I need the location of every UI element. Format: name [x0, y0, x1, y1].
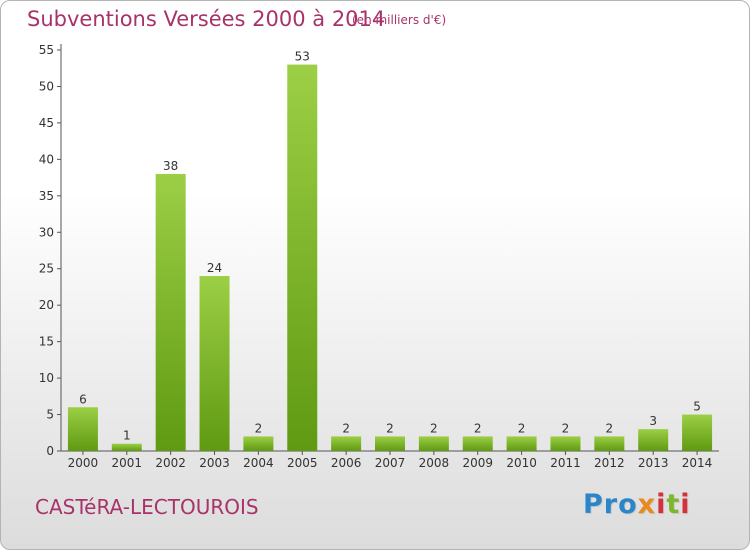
data-label: 2 — [606, 421, 614, 435]
logo-part: x — [637, 489, 657, 520]
y-tick-label: 35 — [39, 189, 54, 203]
bar — [550, 436, 581, 451]
logo-part: i — [656, 489, 667, 520]
bar — [506, 436, 537, 451]
data-label: 2 — [430, 421, 438, 435]
bar — [287, 64, 318, 451]
bar — [243, 436, 274, 451]
y-tick-label: 0 — [46, 444, 54, 458]
y-tick-label: 5 — [46, 408, 54, 422]
x-tick-label: 2005 — [287, 456, 318, 470]
logo-part: Pro — [583, 489, 638, 520]
chart-unit-note: (en milliers d'€) — [352, 13, 447, 27]
bar — [67, 407, 98, 451]
data-label: 6 — [79, 392, 87, 406]
bar — [462, 436, 493, 451]
y-tick-label: 45 — [39, 116, 54, 130]
data-label: 38 — [163, 159, 178, 173]
x-tick-label: 2008 — [419, 456, 450, 470]
x-tick-label: 2011 — [550, 456, 581, 470]
y-tick-label: 30 — [39, 225, 54, 239]
bar — [199, 276, 230, 451]
x-tick-label: 2003 — [199, 456, 230, 470]
logo-part: i — [680, 489, 691, 520]
data-label: 53 — [295, 50, 310, 64]
y-tick-label: 40 — [39, 152, 54, 166]
y-tick-label: 55 — [39, 43, 54, 57]
bar — [111, 443, 142, 451]
data-label: 2 — [518, 421, 526, 435]
x-tick-label: 2006 — [331, 456, 362, 470]
x-tick-label: 2002 — [155, 456, 186, 470]
y-tick-label: 50 — [39, 79, 54, 93]
y-tick-label: 15 — [39, 335, 54, 349]
x-tick-label: 2012 — [594, 456, 625, 470]
bar — [155, 173, 186, 452]
x-tick-label: 2007 — [375, 456, 406, 470]
data-label: 24 — [207, 261, 222, 275]
data-label: 2 — [342, 421, 350, 435]
y-tick-label: 10 — [39, 371, 54, 385]
x-tick-label: 2000 — [68, 456, 99, 470]
x-tick-label: 2009 — [462, 456, 493, 470]
x-tick-label: 2010 — [506, 456, 537, 470]
bar — [594, 436, 625, 451]
data-label: 2 — [386, 421, 394, 435]
x-tick-label: 2014 — [682, 456, 713, 470]
data-label: 2 — [562, 421, 570, 435]
bar — [418, 436, 449, 451]
data-label: 1 — [123, 429, 131, 443]
y-tick-label: 20 — [39, 298, 54, 312]
y-tick-label: 25 — [39, 262, 54, 276]
x-tick-label: 2001 — [112, 456, 143, 470]
commune-name: CASTéRA-LECTOUROIS — [35, 495, 259, 519]
bar — [331, 436, 362, 451]
data-label: 5 — [693, 400, 701, 414]
data-label: 2 — [474, 421, 482, 435]
proxiti-logo: Proxiti — [583, 489, 691, 520]
bar — [375, 436, 405, 451]
bar — [682, 414, 713, 451]
data-label: 2 — [255, 421, 263, 435]
logo-part: t — [666, 489, 681, 520]
chart-title: Subventions Versées 2000 à 2014 — [27, 7, 386, 31]
data-label: 3 — [649, 414, 657, 428]
bar — [638, 429, 669, 451]
x-tick-label: 2004 — [243, 456, 274, 470]
x-tick-label: 2013 — [638, 456, 669, 470]
